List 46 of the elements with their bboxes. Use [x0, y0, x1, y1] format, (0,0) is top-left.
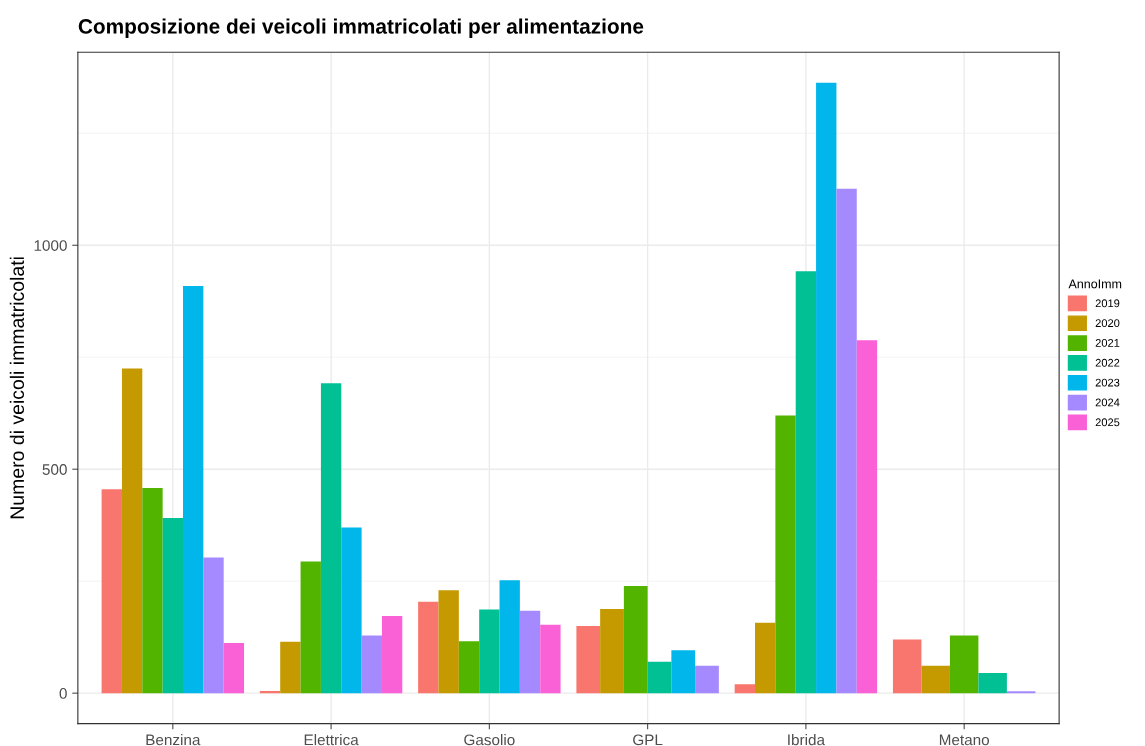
bar [280, 641, 301, 694]
x-tick-label: Benzina [146, 734, 201, 746]
legend-label: 2023 [1095, 378, 1120, 387]
bar [418, 601, 439, 694]
bar [320, 383, 342, 694]
bar [381, 616, 403, 694]
bar [540, 624, 561, 694]
legend-label: 2019 [1095, 299, 1120, 308]
legend-label: 2025 [1095, 418, 1120, 427]
x-tick-label: Gasolio [464, 734, 515, 746]
bar [183, 286, 204, 694]
y-tick-label: 1000 [34, 240, 67, 251]
y-tick-label: 0 [59, 688, 67, 699]
bar [795, 271, 817, 694]
bar [142, 488, 163, 694]
bar [458, 641, 480, 694]
bar [499, 580, 520, 694]
chart-title: Composizione dei veicoli immatricolati per alimentazione [78, 18, 644, 38]
bar [755, 622, 776, 694]
x-tick-label: GPL [633, 734, 663, 746]
legend-label: 2022 [1095, 358, 1120, 367]
legend-label: 2020 [1095, 319, 1120, 328]
x-tick-label: Elettrica [304, 734, 359, 746]
bar [836, 188, 857, 694]
bar [479, 609, 500, 694]
legend-title: AnnoImm [1068, 279, 1122, 289]
x-tick-label: Metano [939, 734, 989, 746]
bar [300, 561, 321, 694]
legend-label: 2021 [1095, 339, 1120, 347]
bar [856, 340, 878, 694]
bar [816, 82, 837, 694]
bar [223, 643, 245, 694]
bar [438, 590, 459, 694]
y-axis-title: Numero di veicoli immatricolati [9, 257, 25, 519]
bar [101, 489, 122, 694]
bar [203, 557, 224, 694]
legend-label: 2024 [1095, 398, 1120, 407]
y-tick-label: 500 [42, 464, 67, 475]
bar [519, 610, 541, 694]
bar [361, 635, 382, 694]
bar [121, 368, 143, 694]
bar [775, 415, 796, 694]
bar [341, 527, 362, 694]
bar [734, 684, 756, 694]
bar [162, 518, 183, 694]
x-tick-label: Ibrida [788, 734, 825, 746]
